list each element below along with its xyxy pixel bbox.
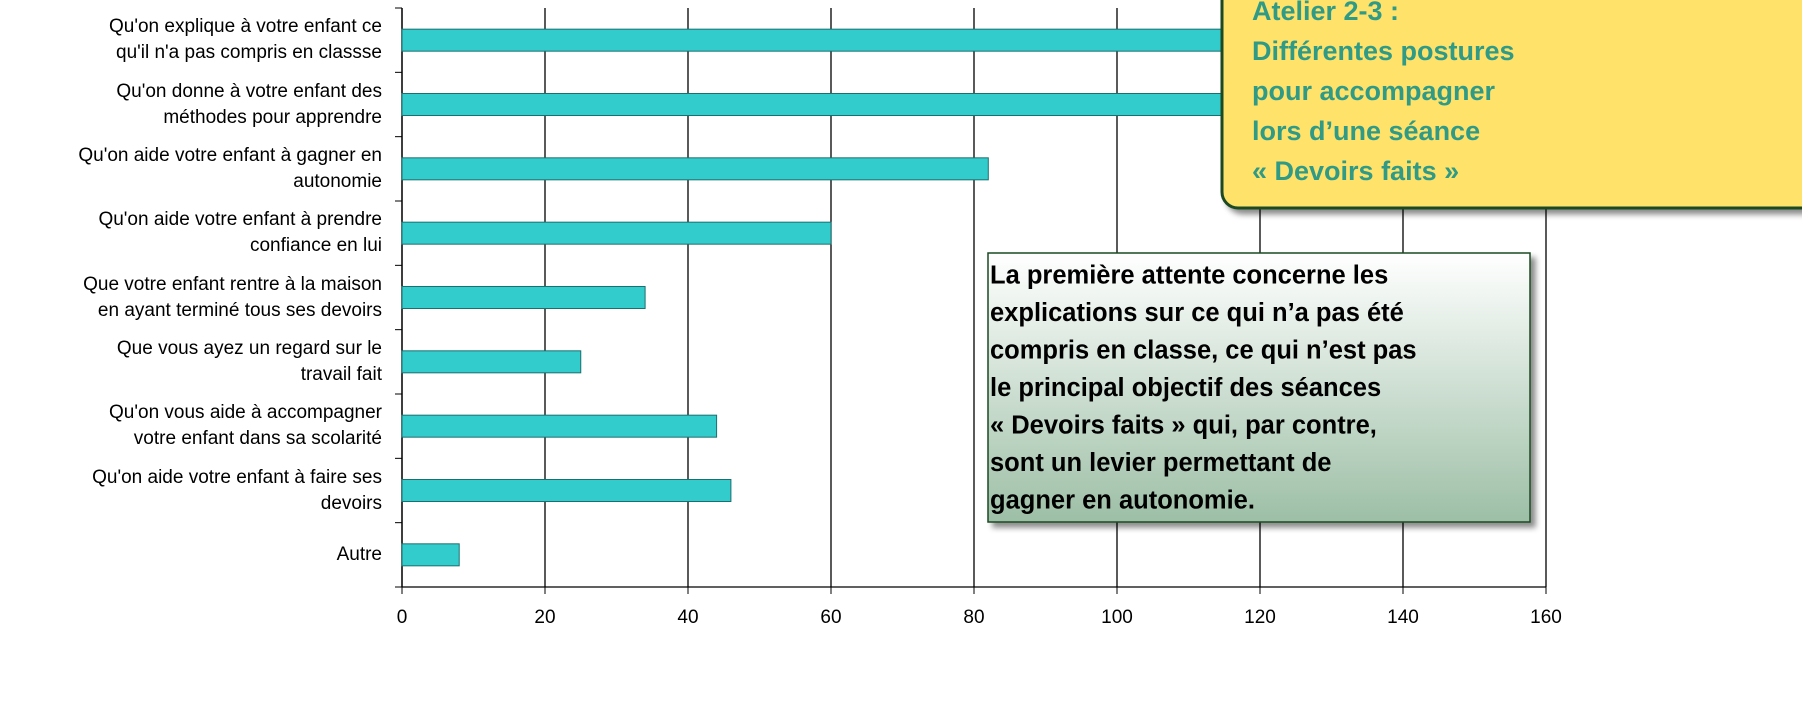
x-tick-label: 60 — [820, 607, 841, 628]
comment-line: « Devoirs faits » qui, par contre, — [990, 412, 1377, 440]
comment-line: compris en classe, ce qui n’est pas — [990, 337, 1417, 365]
title-line: pour accompagner — [1252, 76, 1496, 106]
title-line: « Devoirs faits » — [1252, 156, 1459, 186]
y-tick-label: Qu'on explique à votre enfant ce qu'il n… — [109, 16, 382, 64]
comment-line: explications sur ce qui n’a pas été — [990, 299, 1404, 327]
x-tick-label: 40 — [677, 607, 698, 628]
bar — [401, 286, 646, 309]
comment-box — [987, 252, 1531, 523]
bar — [401, 414, 718, 438]
comment-line: sont un levier permettant de — [990, 449, 1332, 477]
y-tick-label: Qu'on aide votre enfant à faire ses devo… — [92, 466, 382, 514]
y-tick-label: Que votre enfant rentre à la maison en a… — [83, 273, 382, 321]
y-tick-label: Autre — [336, 543, 382, 565]
bar — [401, 350, 582, 374]
y-tick-label: Qu'on aide votre enfant à prendre confia… — [98, 209, 382, 257]
title-line: lors d’une séance — [1252, 116, 1480, 146]
y-tick-label: Qu'on aide votre enfant à gagner en auto… — [78, 144, 382, 192]
bar — [401, 479, 732, 502]
x-tick-label: 140 — [1387, 607, 1419, 628]
y-tick-label: Qu'on vous aide à accompagner votre enfa… — [109, 402, 382, 450]
comment-line: le principal objectif des séances — [990, 374, 1381, 402]
x-tick-label: 80 — [963, 607, 984, 628]
title-box — [1220, 0, 1802, 210]
x-tick-label: 100 — [1101, 607, 1133, 628]
y-tick-label: Qu'on donne à votre enfant des méthodes … — [116, 80, 382, 128]
title-line: Atelier 2-3 : — [1252, 0, 1399, 26]
x-tick-label: 160 — [1530, 607, 1562, 628]
comment-line: gagner en autonomie. — [990, 487, 1255, 515]
bar — [401, 93, 1275, 116]
bar — [401, 543, 460, 567]
x-tick-label: 20 — [534, 607, 555, 628]
x-tick-label: 120 — [1244, 607, 1276, 628]
bar — [401, 28, 1318, 52]
bar — [401, 157, 989, 181]
x-tick-label: 0 — [397, 607, 408, 628]
title-line: Différentes postures — [1252, 36, 1515, 66]
y-tick-label: Que vous ayez un regard sur le travail f… — [116, 337, 382, 385]
bar — [401, 221, 832, 245]
comment-line: La première attente concerne les — [990, 262, 1388, 290]
